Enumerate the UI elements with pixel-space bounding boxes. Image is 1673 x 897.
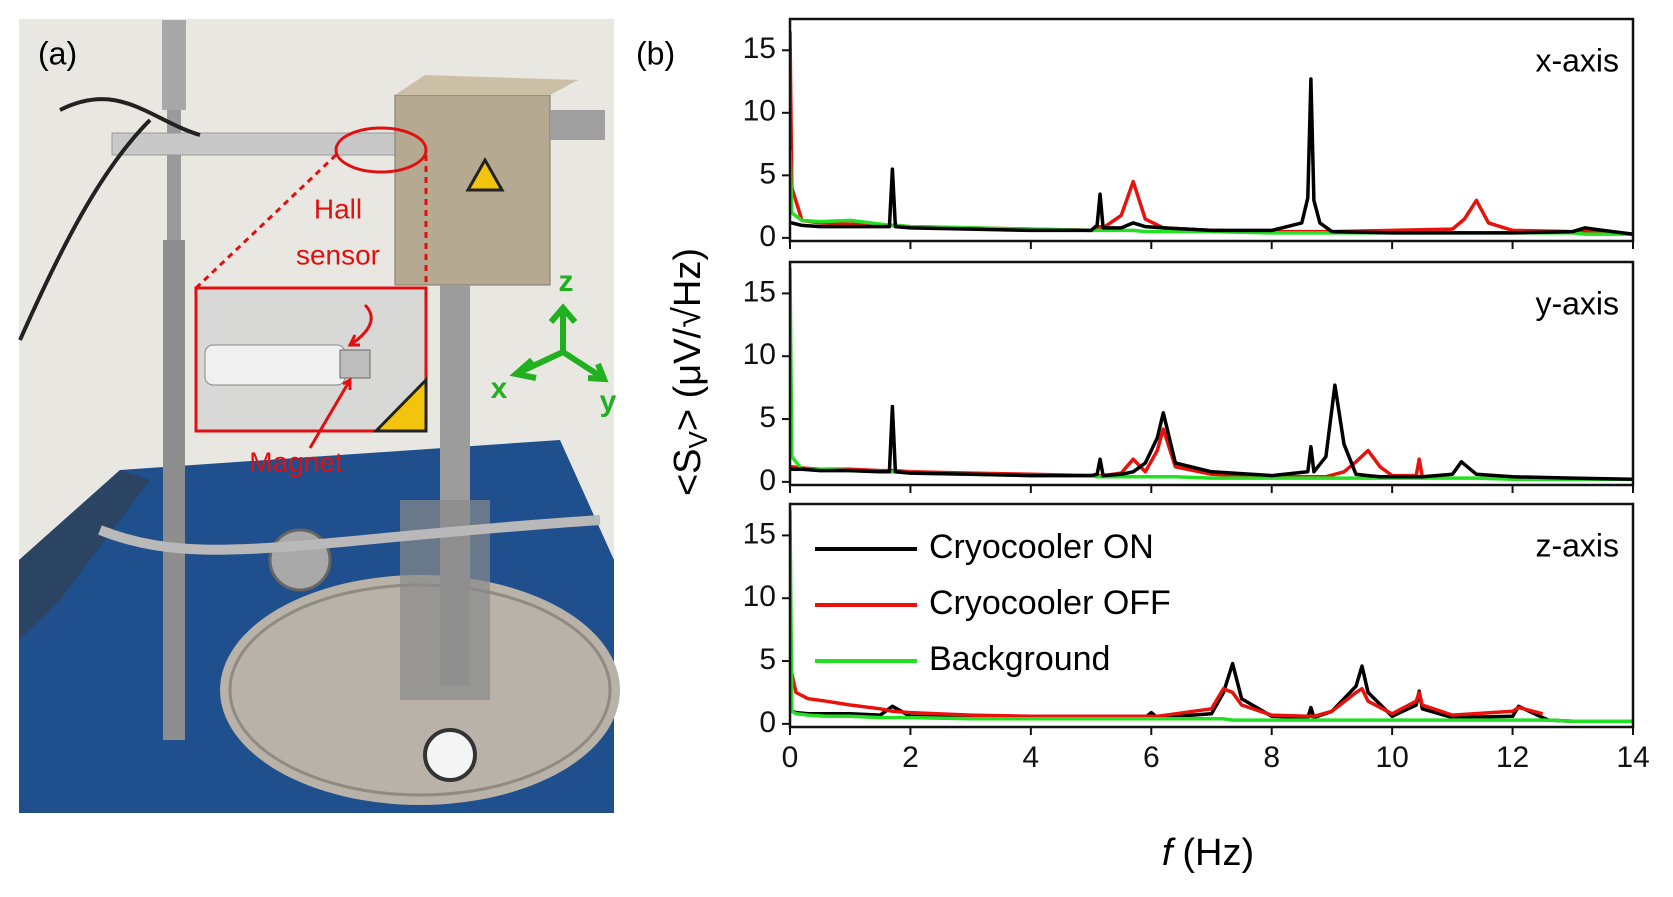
x-label-symbol: f bbox=[1162, 832, 1176, 874]
photo: (a) Hall sensor Magnet z x y bbox=[18, 19, 620, 813]
y-label-part: <S bbox=[667, 448, 709, 496]
legend-label: Background bbox=[929, 640, 1110, 678]
y-tick-label: 0 bbox=[759, 464, 776, 497]
x-tick-label: 2 bbox=[902, 741, 919, 774]
panel-label: (a) bbox=[38, 35, 77, 71]
x-label-unit: (Hz) bbox=[1182, 832, 1254, 874]
series-line bbox=[790, 77, 1633, 236]
annotation: sensor bbox=[296, 239, 380, 270]
y-tick-label: 0 bbox=[759, 220, 776, 253]
y-label-subscript: V bbox=[683, 430, 713, 448]
axis-direction-label: z bbox=[559, 265, 574, 298]
panel-label: (b) bbox=[636, 35, 675, 71]
x-tick-label: 0 bbox=[782, 741, 799, 774]
plot-frame bbox=[788, 17, 1635, 243]
legend-label: Cryocooler ON bbox=[929, 528, 1154, 566]
series-line bbox=[790, 268, 1633, 482]
y-tick-label: 15 bbox=[743, 275, 776, 308]
axis-direction-label: y bbox=[600, 385, 617, 418]
y-tick-label: 15 bbox=[743, 32, 776, 65]
legend-label: Cryocooler OFF bbox=[929, 584, 1171, 622]
panel-title: y-axis bbox=[1535, 285, 1619, 321]
y-tick-label: 10 bbox=[743, 95, 776, 128]
y-axis-label: <SV> (μV/√Hz) bbox=[667, 248, 713, 496]
series-line bbox=[790, 510, 1633, 724]
y-tick-label: 10 bbox=[743, 338, 776, 371]
y-tick-label: 5 bbox=[759, 643, 776, 676]
series-line bbox=[790, 31, 1633, 236]
x-tick-label: 8 bbox=[1263, 741, 1280, 774]
series-line bbox=[790, 383, 1633, 482]
x-tick-label: 12 bbox=[1496, 741, 1529, 774]
y-tick-label: 0 bbox=[759, 706, 776, 739]
x-tick-label: 14 bbox=[1616, 741, 1649, 774]
annotation: Hall bbox=[314, 193, 362, 224]
y-tick-label: 15 bbox=[743, 517, 776, 550]
plot-frame bbox=[788, 502, 1635, 729]
y-label-part: > (μV/√Hz) bbox=[667, 248, 709, 431]
series-line bbox=[790, 671, 1544, 719]
y-tick-label: 10 bbox=[743, 580, 776, 613]
axis-direction-label: x bbox=[491, 372, 508, 405]
y-tick-label: 5 bbox=[759, 401, 776, 434]
y-tick-label: 5 bbox=[759, 157, 776, 190]
annotation: Magnet bbox=[249, 446, 343, 477]
series-line bbox=[790, 661, 1633, 724]
x-axis-label: f (Hz) bbox=[1162, 832, 1254, 874]
series-line bbox=[790, 150, 1633, 236]
x-tick-label: 4 bbox=[1023, 741, 1040, 774]
plot-frame bbox=[788, 260, 1635, 487]
x-tick-label: 10 bbox=[1375, 741, 1408, 774]
panel-title: x-axis bbox=[1535, 42, 1619, 78]
x-tick-label: 6 bbox=[1143, 741, 1160, 774]
panel-title: z-axis bbox=[1535, 527, 1619, 563]
